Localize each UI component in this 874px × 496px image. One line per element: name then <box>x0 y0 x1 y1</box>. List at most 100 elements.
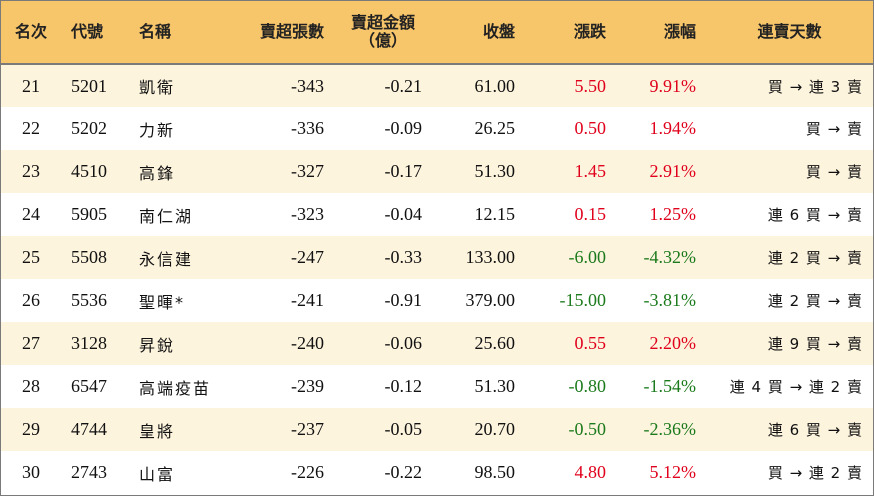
cell-change: -6.00 <box>568 247 607 267</box>
cell-pct: 1.94% <box>649 118 697 138</box>
table-row: 26 5536 聖暉* -241 -0.91 379.00 -15.00 -3.81% 連 2 … <box>1 279 873 322</box>
cell-code: 5508 <box>71 247 107 267</box>
cell-net-sell-amount: -0.05 <box>384 419 423 439</box>
cell-net-sell-lots: -323 <box>291 204 324 224</box>
cell-net-sell-lots: -240 <box>291 333 324 353</box>
cell-name: 永信建 <box>139 249 194 269</box>
cell-streak: 買 → 連 3 賣 <box>767 77 863 96</box>
cell-pct: -4.32% <box>643 247 697 267</box>
cell-code: 3128 <box>71 333 107 353</box>
cell-streak: 連 2 買 → 賣 <box>767 292 863 310</box>
cell-close: 133.00 <box>465 247 516 267</box>
cell-rank: 23 <box>22 161 40 181</box>
cell-change: 0.15 <box>574 204 607 224</box>
cell-code: 2743 <box>71 462 107 482</box>
cell-change: -0.80 <box>568 376 607 396</box>
cell-streak: 買 → 賣 <box>805 120 863 138</box>
cell-close: 98.50 <box>474 462 516 482</box>
cell-rank: 25 <box>22 247 40 267</box>
cell-rank: 27 <box>22 333 40 353</box>
cell-name: 皇將 <box>139 421 176 441</box>
table-row: 25 5508 永信建 -247 -0.33 133.00 -6.00 -4.32% 連 2 買… <box>1 236 873 279</box>
cell-net-sell-lots: -247 <box>291 247 324 267</box>
cell-code: 5201 <box>71 75 107 96</box>
header-pct: 漲幅 <box>616 1 706 65</box>
cell-net-sell-amount: -0.33 <box>384 247 423 267</box>
table-row: 22 5202 力新 -336 -0.09 26.25 0.50 1.94% 買 → 賣 <box>1 107 873 150</box>
cell-close: 26.25 <box>474 118 516 138</box>
cell-net-sell-amount: -0.06 <box>384 333 423 353</box>
cell-rank: 22 <box>22 118 40 138</box>
cell-pct: 9.91% <box>649 75 697 96</box>
cell-net-sell-amount: -0.12 <box>384 376 423 396</box>
cell-pct: -2.36% <box>643 419 697 439</box>
cell-rank: 24 <box>22 204 40 224</box>
cell-code: 4510 <box>71 161 107 181</box>
table-row: 23 4510 高鋒 -327 -0.17 51.30 1.45 2.91% 買 → 賣 <box>1 150 873 193</box>
cell-close: 61.00 <box>474 75 516 96</box>
cell-code: 5202 <box>71 118 107 138</box>
cell-net-sell-lots: -241 <box>291 290 324 310</box>
cell-close: 51.30 <box>474 161 516 181</box>
cell-close: 20.70 <box>474 419 516 439</box>
table-row: 27 3128 昇銳 -240 -0.06 25.60 0.55 2.20% 連 9 買 → 賣 <box>1 322 873 365</box>
cell-close: 379.00 <box>465 290 516 310</box>
cell-close: 25.60 <box>474 333 516 353</box>
cell-change: -15.00 <box>559 290 607 310</box>
cell-net-sell-lots: -336 <box>291 118 324 138</box>
cell-name: 昇銳 <box>139 335 176 355</box>
cell-streak: 連 6 買 → 賣 <box>767 206 863 224</box>
header-net-sell-lots: 賣超張數 <box>239 1 334 65</box>
cell-streak: 連 6 買 → 賣 <box>767 421 863 439</box>
cell-pct: 2.91% <box>649 161 697 181</box>
cell-pct: 1.25% <box>649 204 697 224</box>
cell-pct: 2.20% <box>649 333 697 353</box>
cell-change: 0.50 <box>574 118 607 138</box>
cell-change: -0.50 <box>568 419 607 439</box>
cell-code: 6547 <box>71 376 107 396</box>
table-row: 28 6547 高端疫苗 -239 -0.12 51.30 -0.80 -1.54% 連 4 買… <box>1 365 873 408</box>
cell-code: 5536 <box>71 290 107 310</box>
cell-close: 12.15 <box>474 204 516 224</box>
cell-net-sell-lots: -226 <box>291 462 324 482</box>
cell-pct: -3.81% <box>643 290 697 310</box>
cell-name: 高鋒 <box>139 163 176 183</box>
cell-streak: 連 4 買 → 連 2 賣 <box>729 378 863 396</box>
cell-name: 力新 <box>139 120 176 140</box>
table-row: 21 5201 凱衛 -343 -0.21 61.00 5.50 9.91% 買 → 連 3 賣 <box>1 64 873 107</box>
cell-net-sell-lots: -237 <box>291 419 324 439</box>
table-row: 30 2743 山富 -226 -0.22 98.50 4.80 5.12% 買 → 連 2 賣 <box>1 451 873 494</box>
cell-streak: 買 → 賣 <box>805 163 863 181</box>
header-rank: 名次 <box>1 1 61 65</box>
cell-pct: -1.54% <box>643 376 697 396</box>
table-row: 29 4744 皇將 -237 -0.05 20.70 -0.50 -2.36% 連 6 買 →… <box>1 408 873 451</box>
cell-change: 1.45 <box>574 161 607 181</box>
table-header-row: 名次 代號 名稱 賣超張數 賣超金額 （億） 收盤 漲跌 漲幅 連賣天數 <box>1 1 873 65</box>
header-net-sell-amount: 賣超金額 （億） <box>334 1 432 65</box>
cell-net-sell-amount: -0.09 <box>384 118 423 138</box>
cell-rank: 29 <box>22 419 40 439</box>
cell-name: 南仁湖 <box>139 206 194 226</box>
cell-close: 51.30 <box>474 376 516 396</box>
cell-net-sell-lots: -239 <box>291 376 324 396</box>
cell-net-sell-amount: -0.21 <box>384 75 423 96</box>
header-streak: 連賣天數 <box>706 1 873 65</box>
cell-rank: 26 <box>22 290 40 310</box>
header-net-sell-amount-line2: （億） <box>358 31 407 50</box>
cell-streak: 連 2 買 → 賣 <box>767 249 863 267</box>
cell-name: 高端疫苗 <box>139 378 212 398</box>
cell-change: 0.55 <box>574 333 607 353</box>
cell-net-sell-amount: -0.91 <box>384 290 423 310</box>
cell-change: 4.80 <box>574 462 607 482</box>
table-body: 21 5201 凱衛 -343 -0.21 61.00 5.50 9.91% 買 → 連 3 賣… <box>1 64 873 494</box>
cell-pct: 5.12% <box>649 462 697 482</box>
cell-rank: 21 <box>22 75 40 96</box>
cell-code: 5905 <box>71 204 107 224</box>
header-close: 收盤 <box>432 1 525 65</box>
cell-name: 聖暉* <box>139 292 186 312</box>
cell-code: 4744 <box>71 419 107 439</box>
cell-rank: 30 <box>22 462 40 482</box>
cell-net-sell-amount: -0.22 <box>384 462 423 482</box>
